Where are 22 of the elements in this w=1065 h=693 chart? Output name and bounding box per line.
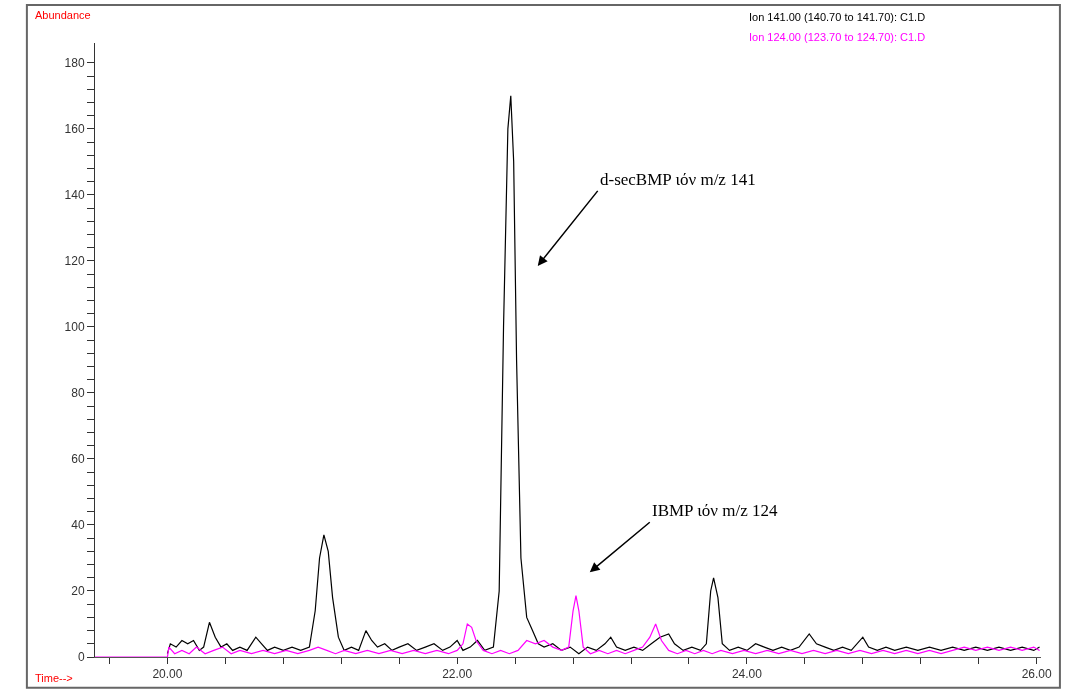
y-tick-label: 20: [71, 584, 85, 599]
annotation: d-secBMP ιόν m/z 141: [600, 170, 756, 189]
text: Ion 124.00 (123.70 to 124.70): C1.D: [749, 31, 926, 43]
y-axis-title: Abundance: [35, 9, 91, 21]
y-tick-label: 40: [71, 518, 85, 533]
y-tick-label: 100: [64, 320, 85, 335]
y-tick-label: 0: [77, 650, 85, 665]
x-axis-title: Time-->: [35, 672, 73, 684]
y-tick-label: 160: [64, 122, 85, 137]
line-series: [95, 595, 1041, 657]
x-tick-label: 26.00: [1021, 667, 1052, 682]
annotation: IBMP ιόν m/z 124: [652, 501, 778, 520]
y-tick-label: 80: [71, 386, 85, 401]
x-tick-label: 24.00: [731, 667, 763, 682]
text: Ion 141.00 (140.70 to 141.70): C1.D: [749, 11, 926, 23]
y-tick-label: 60: [71, 452, 85, 467]
y-tick-label: 180: [64, 56, 85, 71]
y-tick-label: 120: [64, 254, 85, 269]
y-tick-label: 140: [64, 188, 85, 203]
x-tick-label: 20.00: [152, 667, 183, 682]
line-series: [166, 95, 1041, 655]
x-tick-label: 22.00: [442, 667, 473, 682]
